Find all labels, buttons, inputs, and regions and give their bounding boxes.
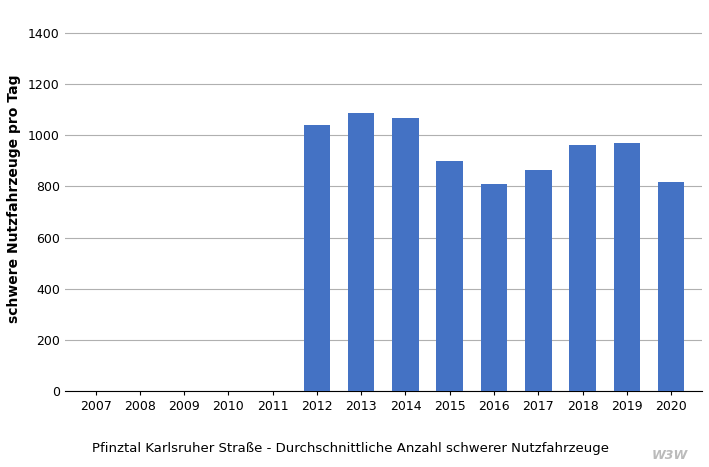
Bar	[569, 145, 596, 391]
Bar	[613, 143, 640, 391]
Bar	[437, 161, 463, 391]
Bar	[525, 170, 552, 391]
Bar	[392, 118, 419, 391]
Text: W3W: W3W	[652, 449, 688, 462]
Bar	[658, 182, 684, 391]
Y-axis label: schwere Nutzfahrzeuge pro Tag: schwere Nutzfahrzeuge pro Tag	[7, 75, 21, 323]
Bar	[348, 113, 374, 391]
Bar	[303, 125, 330, 391]
Bar	[481, 184, 507, 391]
Text: Pfinztal Karlsruher Straße - Durchschnittliche Anzahl schwerer Nutzfahrzeuge: Pfinztal Karlsruher Straße - Durchschnit…	[92, 442, 609, 455]
